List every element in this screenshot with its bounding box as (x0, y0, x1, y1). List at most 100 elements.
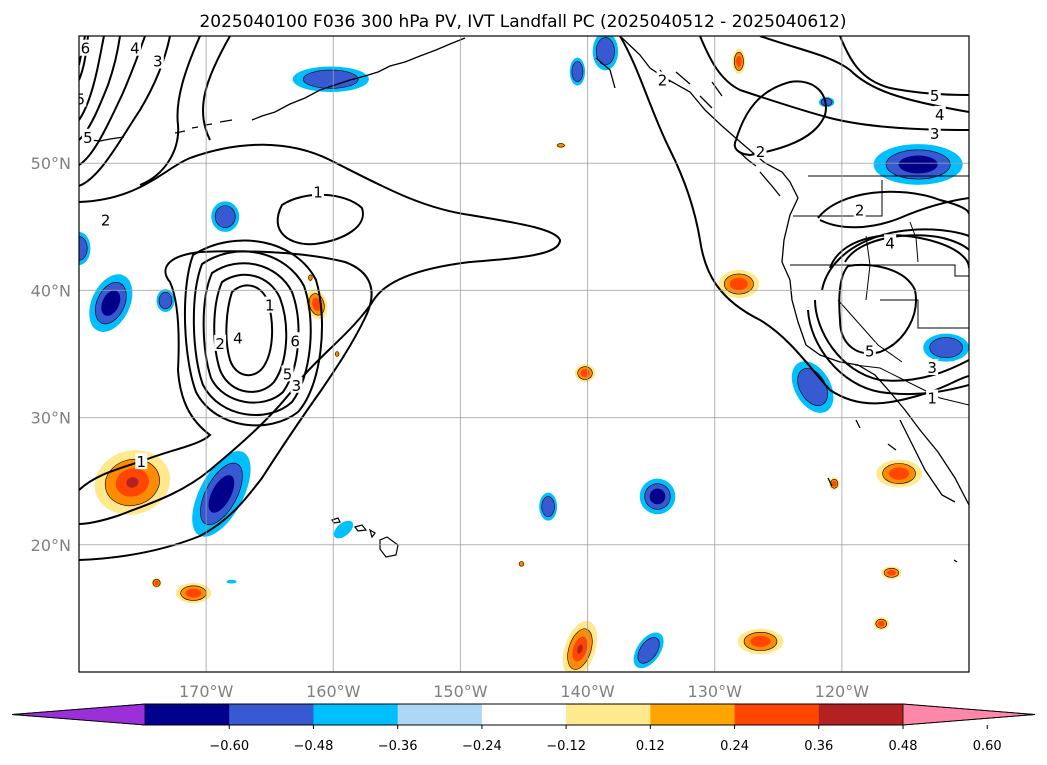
pc-pos-region (518, 560, 525, 568)
contour-label: 1 (927, 390, 937, 408)
lon-tick-label: 160°W (306, 682, 361, 701)
pc-level-2 (308, 274, 313, 281)
contour-label-bg (99, 211, 112, 228)
contour-label: 2 (215, 335, 225, 353)
pc-level-3 (154, 580, 159, 586)
pc-neg-region (156, 289, 175, 313)
contour-label: 2 (658, 72, 668, 90)
pc-neg-region (79, 231, 91, 265)
contour-label: 2 (101, 211, 111, 229)
lon-tick-label: 120°W (815, 682, 870, 701)
pc-neg-region (592, 36, 619, 71)
pc-anomaly-layer (79, 36, 969, 672)
pc-level-3 (831, 480, 837, 487)
pc-level-1 (333, 520, 354, 539)
latitude-tick-labels: 50°N 40°N 30°N 20°N (31, 154, 71, 555)
pc-neg-region (639, 478, 676, 515)
coastlines (89, 36, 969, 563)
contour-label: 4 (233, 330, 243, 348)
pc-level-3 (898, 155, 938, 174)
contour-label-bg (928, 124, 941, 141)
lon-tick-label: 170°W (179, 682, 234, 701)
pc-neg-region (333, 520, 354, 539)
pc-level-2 (637, 637, 660, 664)
lat-tick-label: 30°N (31, 409, 71, 428)
colorbar-segment (650, 704, 736, 725)
contour-label: 5 (75, 91, 85, 109)
pc-level-2 (518, 561, 525, 567)
lon-tick-label: 130°W (688, 682, 743, 701)
colorbar-segment (313, 704, 399, 725)
pc-pos-region (175, 582, 212, 604)
colorbar-segment (229, 704, 314, 725)
pc-pos-region (334, 350, 340, 358)
contour-label: 5 (283, 365, 293, 383)
colorbar-segment (481, 704, 567, 725)
contour-label: 5 (930, 87, 940, 105)
pc-level-2 (571, 61, 584, 82)
pc-level-3 (208, 475, 235, 513)
contour-label: 5 (83, 129, 93, 147)
contour-label: 2 (855, 201, 865, 219)
pc-level-3 (889, 467, 910, 480)
pc-pos-region (574, 364, 596, 382)
pc-neg-region (292, 66, 369, 92)
pc-neg-region (192, 451, 251, 537)
pc-neg-region (923, 333, 969, 362)
pc-neg-region (633, 632, 664, 669)
contour-label-bg (128, 39, 141, 56)
contour-label-bg (79, 90, 87, 107)
pc-pos-region (562, 620, 598, 672)
contour-label-bg (863, 342, 876, 359)
colorbar-tick-label: −0.60 (209, 739, 249, 754)
pc-level-2 (541, 496, 555, 518)
contour-label-bg (135, 453, 148, 470)
pc-pos-region (876, 459, 922, 488)
contour-label: 4 (935, 106, 945, 124)
colorbar-tick-label: 0.36 (804, 739, 833, 754)
pc-level-4 (577, 644, 583, 654)
pc-pos-region (873, 617, 889, 631)
contour-label-bg (263, 296, 276, 313)
pc-level-3 (312, 297, 322, 311)
colorbar-segment (734, 704, 820, 725)
colorbar-extend-high (902, 703, 1036, 726)
pc-pos-region (94, 450, 171, 515)
pc-level-3 (649, 488, 666, 505)
pc-neg-region (211, 201, 240, 232)
contour-label-bg (79, 39, 92, 56)
pc-level-3 (185, 588, 202, 598)
contour-label: 6 (81, 40, 91, 58)
colorbar-outline (11, 703, 1036, 726)
map-title: 2025040100 F036 300 hPa PV, IVT Landfall… (199, 12, 846, 32)
contour-label-bg (884, 234, 897, 251)
pc-level-3 (580, 369, 590, 377)
pc-level-2 (214, 205, 236, 228)
colorbar-tick-label: −0.36 (378, 739, 418, 754)
colorbar-tick-label: −0.24 (462, 739, 502, 754)
pc-neg-region (226, 579, 237, 584)
pc-level-3 (877, 620, 885, 627)
colorbar-tick-label: −0.12 (546, 739, 586, 754)
longitude-tick-labels: 170°W 160°W 150°W 140°W 130°W 120°W (179, 682, 869, 701)
lon-tick-label: 140°W (560, 682, 615, 701)
pc-pos-region (737, 628, 784, 655)
contour-label: 3 (930, 125, 940, 143)
pc-neg-region (873, 144, 963, 185)
pc-neg-region (89, 274, 133, 332)
colorbar-tick-label: 0.12 (636, 739, 665, 754)
colorbar-tick-label: 0.60 (973, 739, 1002, 754)
contour-label-bg (928, 86, 941, 103)
pv-contour-lines (79, 36, 969, 561)
contour-label: 5 (865, 342, 875, 360)
pc-pos-region (881, 566, 902, 580)
pc-neg-region (539, 492, 558, 521)
contour-label: 1 (137, 453, 147, 471)
pc-level-3 (729, 277, 748, 291)
pc-pos-region (151, 577, 162, 589)
colorbar-segment (397, 704, 483, 725)
pc-level-2 (302, 69, 359, 89)
colorbar-tick-label: 0.24 (720, 739, 749, 754)
